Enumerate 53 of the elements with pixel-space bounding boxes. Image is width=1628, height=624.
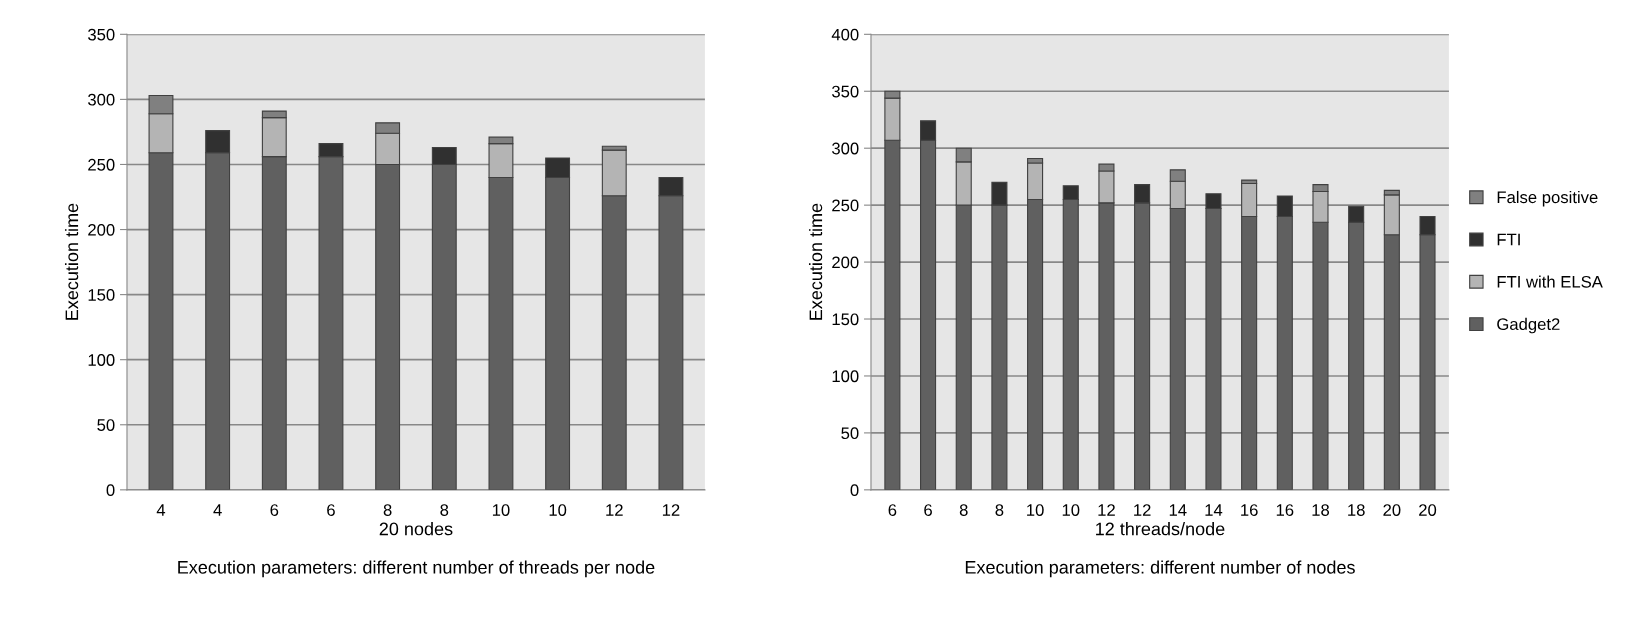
y-tick-label: 0 <box>106 484 115 497</box>
x-tick-label: 6 <box>327 504 335 516</box>
y-tick-label: 50 <box>841 427 859 440</box>
x-tick-label: 6 <box>270 504 279 516</box>
y-tick-label: 100 <box>88 354 115 366</box>
x-axis-title: 20 nodes <box>379 522 453 536</box>
y-tick-label: 150 <box>88 289 115 301</box>
x-tick-label: 10 <box>492 504 510 516</box>
x-tick-label: 6 <box>924 504 932 516</box>
y-tick-label: 250 <box>832 199 859 212</box>
y-axis-title: Execution time <box>64 203 79 320</box>
x-tick-label: 20 <box>1419 504 1437 516</box>
text: Execution parameters: different number of threads per node <box>178 560 655 578</box>
x-tick-label: 18 <box>1348 504 1365 516</box>
legend-label: FTI with ELSA <box>1497 275 1603 288</box>
x-tick-label: 8 <box>383 504 392 516</box>
x-tick-label: 12 <box>1134 504 1151 516</box>
x-tick-label: 8 <box>995 504 1004 516</box>
y-tick-label: 300 <box>832 142 859 155</box>
x-tick-label: 4 <box>213 504 222 516</box>
y-tick-label: 200 <box>832 256 859 269</box>
x-tick-label: 10 <box>1062 504 1080 516</box>
y-tick-label: 0 <box>850 484 859 497</box>
x-tick-label: 16 <box>1276 504 1294 516</box>
x-tick-label: 4 <box>156 504 166 516</box>
y-axis-title: Execution time <box>808 203 823 320</box>
legend-label: False positive <box>1497 190 1598 207</box>
legend-label: Gadget2 <box>1497 317 1560 334</box>
x-tick-label: 8 <box>440 504 449 516</box>
x-tick-label: 16 <box>1241 504 1258 516</box>
y-tick-label: 300 <box>88 93 115 106</box>
y-tick-label: 350 <box>88 28 115 41</box>
x-tick-label: 18 <box>1312 504 1330 516</box>
y-tick-label: 400 <box>831 28 859 41</box>
x-tick-label: 14 <box>1169 504 1187 516</box>
x-axis-title: 12 threads/node <box>1096 522 1225 536</box>
x-tick-label: 10 <box>1027 504 1044 516</box>
legend-label: FTI <box>1497 233 1520 246</box>
y-tick-label: 100 <box>832 370 859 383</box>
y-tick-label: 150 <box>832 313 859 326</box>
y-tick-label: 200 <box>88 223 115 236</box>
x-tick-label: 10 <box>549 504 567 516</box>
x-tick-label: 12 <box>606 504 623 516</box>
y-tick-label: 50 <box>97 419 115 431</box>
x-tick-label: 6 <box>888 504 897 516</box>
y-tick-label: 250 <box>88 158 115 171</box>
x-tick-label: 12 <box>1098 504 1115 516</box>
x-tick-label: 8 <box>959 504 968 516</box>
x-tick-label: 20 <box>1383 504 1401 516</box>
x-tick-label: 14 <box>1205 504 1223 516</box>
x-tick-label: 12 <box>662 504 680 516</box>
y-tick-label: 350 <box>832 85 859 98</box>
text: Execution parameters: different number of nodes <box>965 560 1355 578</box>
